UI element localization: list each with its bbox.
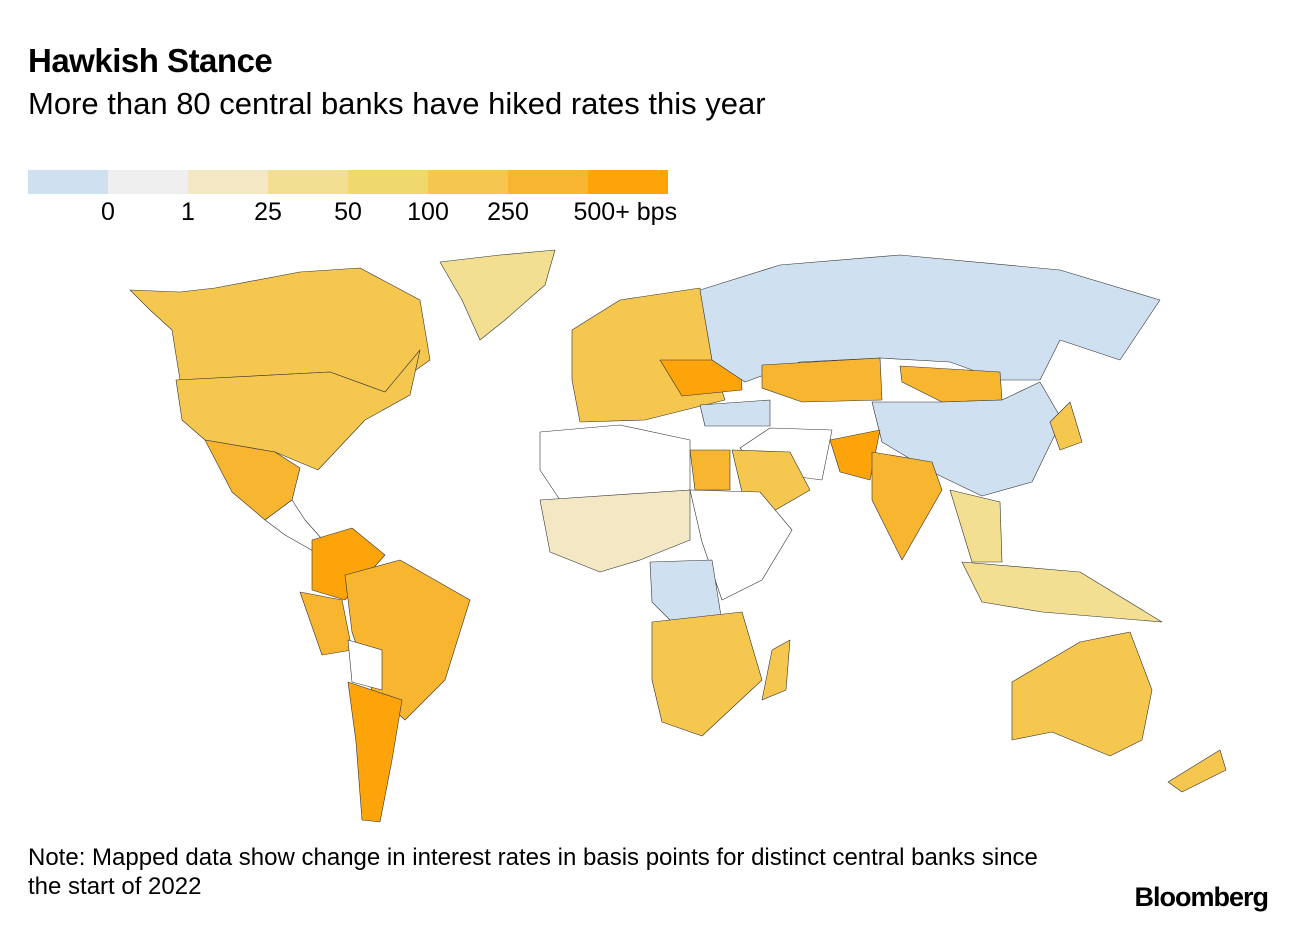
region-turkey	[699, 399, 771, 427]
legend-tick-label: 50	[334, 198, 362, 226]
legend-tick-label: 500+ bps	[573, 198, 678, 226]
region-mongolia	[899, 365, 1003, 403]
region-china	[871, 381, 1063, 497]
legend-tick-label: 25	[254, 198, 282, 226]
region-indonesia	[961, 561, 1163, 623]
region-greenland	[439, 249, 556, 341]
region-kazakhstan	[761, 357, 883, 403]
region-north-africa	[539, 424, 691, 501]
legend-swatch	[508, 170, 588, 194]
region-pakistan	[829, 429, 881, 481]
region-southern-africa	[651, 611, 763, 737]
chart-title: Hawkish Stance	[28, 42, 273, 79]
bloomberg-logo: Bloomberg	[1134, 882, 1269, 912]
region-india	[871, 451, 943, 561]
legend-tick-label: 0	[101, 198, 115, 226]
legend-tick-label: 250	[487, 198, 529, 226]
region-west-africa	[539, 489, 691, 573]
region-bolivia	[347, 639, 383, 691]
region-united-states	[175, 349, 421, 471]
legend-ticks: 0 1 25 50 100 250 500+ bps	[28, 198, 748, 228]
legend-tick-label: 1	[181, 198, 195, 226]
region-russia	[699, 254, 1161, 383]
region-peru	[299, 591, 353, 656]
region-japan	[1049, 401, 1083, 451]
legend-swatch	[108, 170, 188, 194]
region-egypt	[689, 449, 731, 491]
region-argentina	[347, 681, 403, 823]
legend-swatch	[428, 170, 508, 194]
chart-subtitle: More than 80 central banks have hiked ra…	[28, 86, 766, 121]
legend-tick-label: 100	[407, 198, 449, 226]
region-madagascar	[761, 639, 791, 701]
region-southeast-asia	[949, 489, 1003, 563]
legend-swatch	[268, 170, 348, 194]
color-legend	[28, 170, 668, 194]
region-east-africa	[689, 489, 793, 601]
legend-swatch	[188, 170, 268, 194]
footnote: Note: Mapped data show change in interes…	[28, 844, 1038, 900]
region-dr-congo	[649, 559, 723, 623]
legend-swatch	[348, 170, 428, 194]
region-europe	[571, 287, 726, 423]
region-australia	[1011, 631, 1153, 757]
legend-swatch	[588, 170, 668, 194]
legend-swatch	[28, 170, 108, 194]
region-canada	[129, 267, 431, 393]
region-new-zealand	[1167, 749, 1227, 793]
